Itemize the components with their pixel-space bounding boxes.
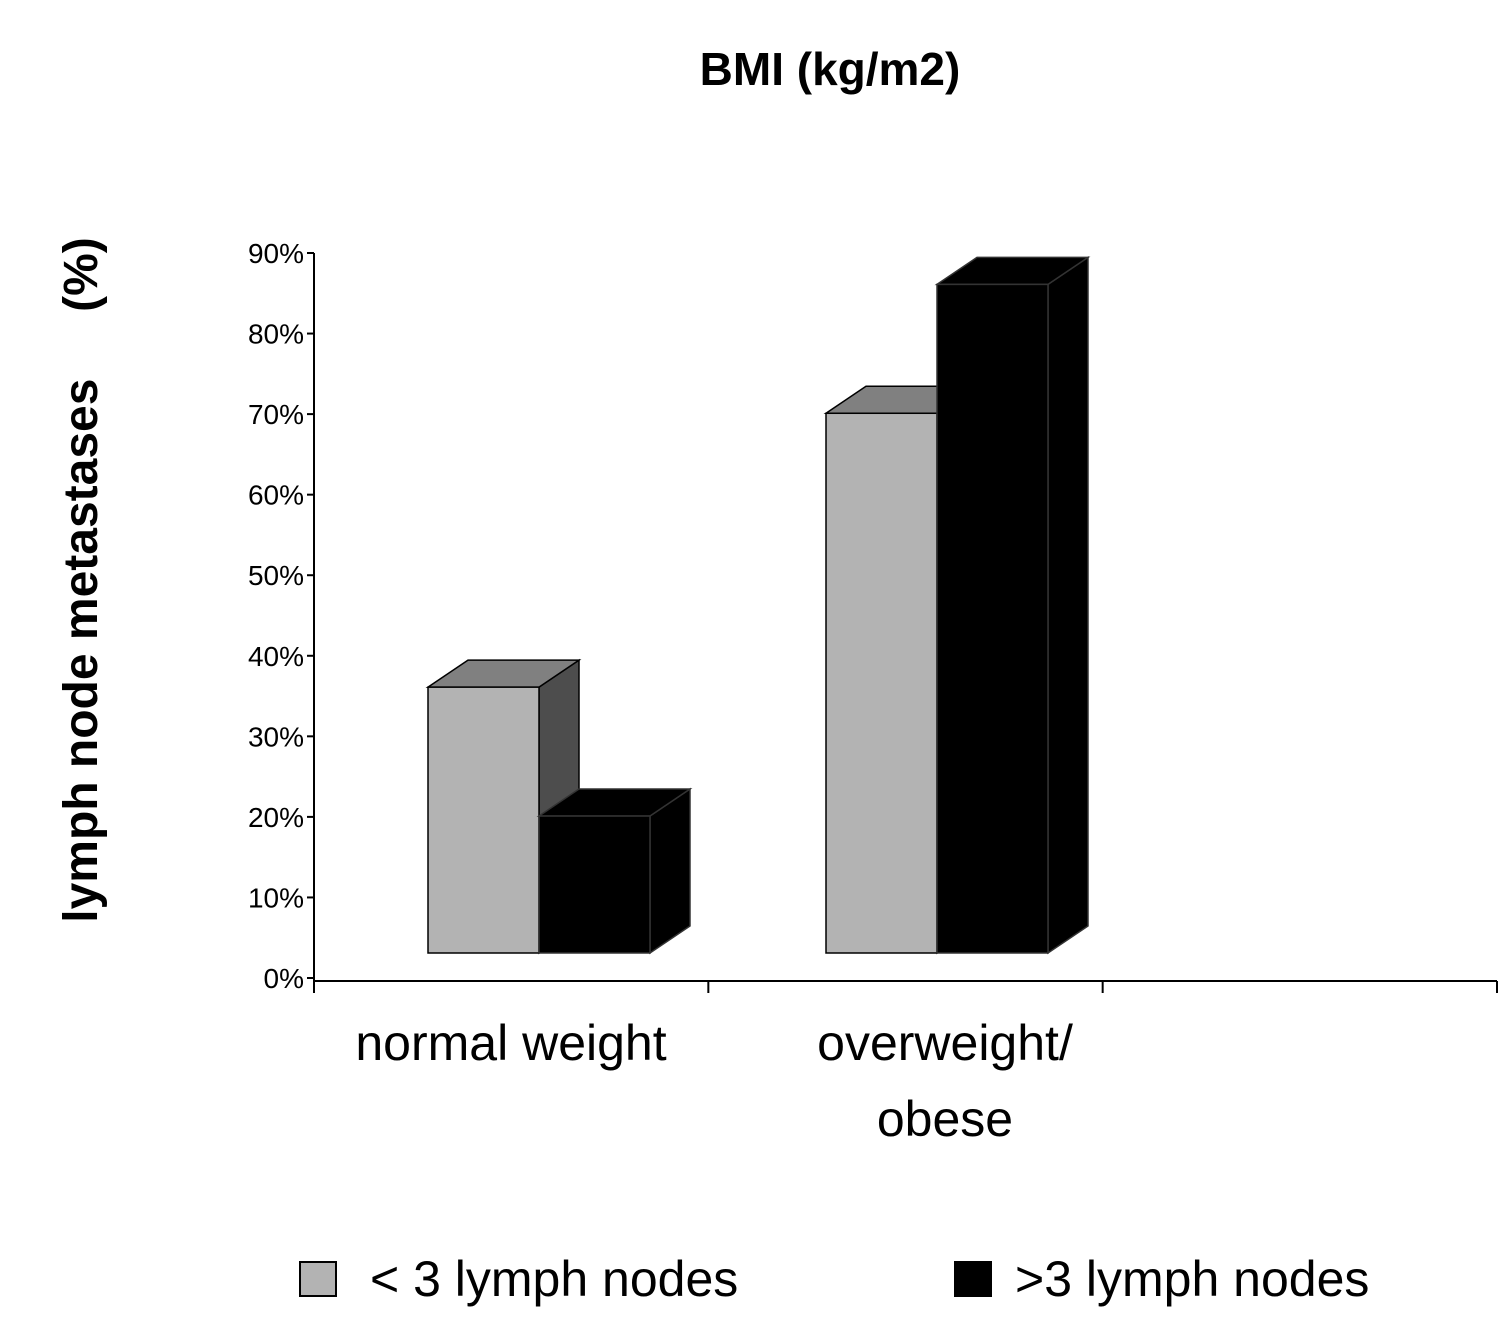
bar-front-face [427,686,540,954]
y-tick-label: 0% [264,963,304,994]
chart-title: BMI (kg/m2) [700,43,961,95]
legend-label: < 3 lymph nodes [370,1251,738,1307]
bar-gt3 [934,255,1091,955]
y-tick-label: 20% [248,802,304,833]
y-tick-label: 10% [248,882,304,913]
legend-swatch [954,1261,992,1297]
x-tick-label: normal weight [355,1015,666,1071]
legend-label: >3 lymph nodes [1015,1251,1369,1307]
y-tick-label: 40% [248,641,304,672]
bar-gt3 [536,787,693,955]
bar-front-face [825,412,938,954]
y-tick-label: 50% [248,560,304,591]
bar-side-face [1047,255,1089,955]
x-tick-label: overweight/ [817,1015,1073,1071]
y-tick-label: 90% [248,238,304,269]
y-tick-label: 60% [248,480,304,511]
bar-front-face [538,815,651,954]
y-tick-label: 70% [248,399,304,430]
y-axis-label: lymph node metastases (%) [55,237,108,923]
y-tick-label: 30% [248,721,304,752]
bar-front-face [936,283,1049,954]
legend-swatch [299,1261,337,1297]
bar-side-face [649,787,691,955]
x-tick-label: obese [877,1091,1013,1147]
y-tick-label: 80% [248,319,304,350]
